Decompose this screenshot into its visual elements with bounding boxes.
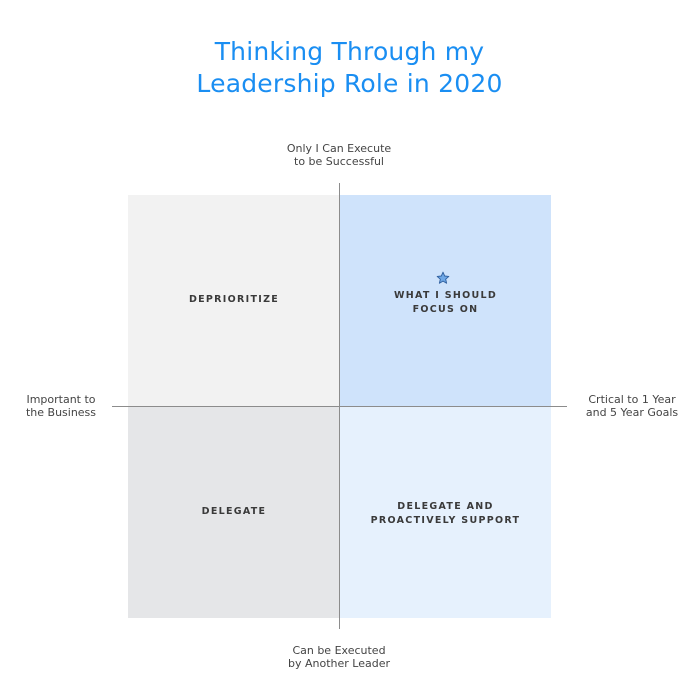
axis-bottom-line-1: Can be Executed [292,644,386,657]
diagram-title: Thinking Through my Leadership Role in 2… [0,36,699,100]
title-line-1: Thinking Through my [214,37,485,66]
axis-left-line-2: the Business [25,406,97,419]
quadrant-top-right: WHAT I SHOULD FOCUS ON [340,195,551,406]
quadrant-bottom-right-label: DELEGATE AND PROACTIVELY SUPPORT [340,500,551,528]
quadrant-top-left-label: DEPRIORITIZE [128,293,340,307]
axis-bottom-line-2: by Another Leader [287,657,390,670]
axis-left-line-1: Important to [26,393,96,406]
axis-right-line-1: Crtical to 1 Year [588,393,676,406]
axis-top-line-2: to be Successful [294,155,384,168]
quadrant-bottom-left-line-1: DELEGATE [201,506,267,517]
title-line-2: Leadership Role in 2020 [196,69,503,98]
axis-label-top: Only I Can Execute to be Successful [234,142,444,168]
quadrant-top-left: DEPRIORITIZE [128,195,340,406]
axis-label-right: Crtical to 1 Year and 5 Year Goals [572,393,692,419]
star-icon [436,271,450,284]
axis-right-line-2: and 5 Year Goals [585,406,679,419]
quadrant-top-right-line-1: WHAT I SHOULD [393,290,498,301]
axis-top-line-1: Only I Can Execute [286,142,392,155]
quadrant-top-right-label: WHAT I SHOULD FOCUS ON [340,289,551,317]
quadrant-bottom-left-label: DELEGATE [128,505,340,519]
quadrant-bottom-right-line-1: DELEGATE AND [397,501,494,512]
quadrant-bottom-left: DELEGATE [128,406,340,618]
quadrant-bottom-right: DELEGATE AND PROACTIVELY SUPPORT [340,406,551,618]
quadrant-top-left-line-1: DEPRIORITIZE [188,294,280,305]
axis-label-bottom: Can be Executed by Another Leader [234,644,444,670]
quadrant-bottom-right-line-2: PROACTIVELY SUPPORT [370,515,521,526]
axis-label-left: Important to the Business [6,393,116,419]
quadrant-top-right-line-2: FOCUS ON [412,304,479,315]
horizontal-axis-line [112,406,567,407]
